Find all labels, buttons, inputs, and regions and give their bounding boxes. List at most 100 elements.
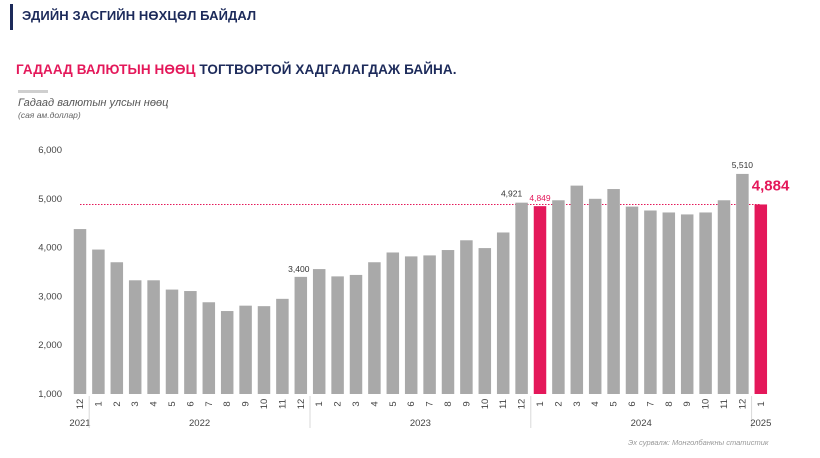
bar <box>294 276 308 394</box>
bar <box>607 189 620 394</box>
x-tick-label: 8 <box>443 401 454 406</box>
bar <box>257 306 271 394</box>
bar <box>276 298 289 394</box>
data-label: 4,884 <box>752 177 790 194</box>
x-tick-label: 1 <box>756 401 767 406</box>
x-tick-label: 1 <box>314 401 325 406</box>
x-tick-label: 7 <box>204 401 215 406</box>
headline: ГАДААД ВАЛЮТЫН НӨӨЦ ТОГТВОРТОЙ ХАДГАЛАГД… <box>16 62 457 77</box>
x-tick-label: 1 <box>535 401 546 406</box>
bar <box>496 232 510 394</box>
bar <box>588 198 602 394</box>
bar <box>92 249 105 394</box>
page-title: ЭДИЙН ЗАСГИЙН НӨХЦӨЛ БАЙДАЛ <box>22 8 257 23</box>
bar <box>754 204 768 394</box>
x-tick-label: 11 <box>719 399 730 409</box>
x-tick-label: 6 <box>627 401 638 406</box>
bar <box>460 240 473 394</box>
source-note: Эх сурвалж: Монголбанкны статистик <box>628 438 769 447</box>
x-tick-label: 2 <box>112 401 123 406</box>
bar <box>239 305 252 394</box>
data-label: 4,921 <box>501 189 523 199</box>
x-tick-label: 6 <box>406 401 417 406</box>
data-label: 3,400 <box>288 264 310 274</box>
bar <box>184 291 197 394</box>
bar <box>662 212 676 394</box>
headline-highlight: ГАДААД ВАЛЮТЫН НӨӨЦ <box>16 62 196 77</box>
bar <box>680 214 694 394</box>
bar <box>73 229 87 394</box>
bar <box>423 255 436 394</box>
bar <box>717 200 731 394</box>
x-tick-label: 8 <box>664 401 675 406</box>
y-axis-title: Гадаад валютын улсын нөөц <box>18 97 169 109</box>
bar <box>368 262 381 394</box>
bar <box>202 302 216 394</box>
y-tick-label: 6,000 <box>38 145 62 156</box>
x-tick-label: 5 <box>609 401 620 406</box>
x-tick-label: 4 <box>369 401 380 406</box>
bar <box>570 185 584 394</box>
x-tick-label: 9 <box>461 401 472 406</box>
bar <box>699 212 712 394</box>
y-tick-label: 1,000 <box>38 389 62 400</box>
x-tick-label: 7 <box>645 401 656 406</box>
x-tick-label: 12 <box>75 399 86 410</box>
x-tick-label: 6 <box>185 401 196 406</box>
bar <box>147 280 160 394</box>
year-label: 2023 <box>410 418 431 429</box>
x-tick-label: 3 <box>572 401 583 406</box>
x-tick-label: 4 <box>590 401 601 406</box>
y-tick-label: 4,000 <box>38 243 62 254</box>
x-tick-label: 10 <box>259 399 270 410</box>
x-tick-label: 1 <box>93 401 104 406</box>
x-tick-label: 2 <box>333 401 344 406</box>
bar <box>533 206 547 394</box>
headline-rest: ТОГТВОРТОЙ ХАДГАЛАГДАЖ БАЙНА. <box>195 62 457 77</box>
bar <box>220 311 234 394</box>
y-tick-label: 2,000 <box>38 340 62 351</box>
x-tick-label: 8 <box>222 401 233 406</box>
y-tick-label: 3,000 <box>38 291 62 302</box>
year-label: 2022 <box>189 418 210 429</box>
data-label: 5,510 <box>732 160 754 170</box>
bar <box>478 248 492 394</box>
x-tick-label: 3 <box>130 401 141 406</box>
y-tick-label: 5,000 <box>38 194 62 205</box>
bar <box>312 269 326 394</box>
bar <box>165 289 179 394</box>
header-accent-bar <box>10 4 13 30</box>
bar <box>552 200 565 394</box>
x-tick-label: 4 <box>149 401 160 406</box>
bar <box>128 280 142 394</box>
x-tick-label: 3 <box>351 401 362 406</box>
x-tick-label: 7 <box>425 401 436 406</box>
x-tick-label: 9 <box>682 401 693 406</box>
bar <box>404 256 418 394</box>
x-tick-label: 10 <box>480 399 491 410</box>
x-tick-label: 5 <box>167 401 178 406</box>
year-label: 2025 <box>750 418 771 429</box>
bar <box>515 202 528 394</box>
bar <box>441 250 455 394</box>
x-tick-label: 12 <box>737 399 748 410</box>
bar <box>625 206 639 394</box>
x-tick-label: 11 <box>498 399 509 409</box>
bar <box>386 252 400 394</box>
bar <box>349 274 363 394</box>
year-label: 2024 <box>631 418 652 429</box>
bar <box>736 173 749 394</box>
bar <box>110 262 124 394</box>
bar <box>644 210 657 394</box>
year-label: 2021 <box>69 418 90 429</box>
x-tick-label: 5 <box>388 401 399 406</box>
x-tick-label: 9 <box>241 401 252 406</box>
x-tick-label: 12 <box>296 399 307 410</box>
x-tick-label: 2 <box>553 401 564 406</box>
legend-line <box>18 90 48 93</box>
x-tick-label: 12 <box>517 399 528 410</box>
data-label: 4,849 <box>529 193 551 203</box>
y-axis-unit: (сая ам.доллар) <box>18 110 81 120</box>
x-tick-label: 10 <box>701 399 712 410</box>
